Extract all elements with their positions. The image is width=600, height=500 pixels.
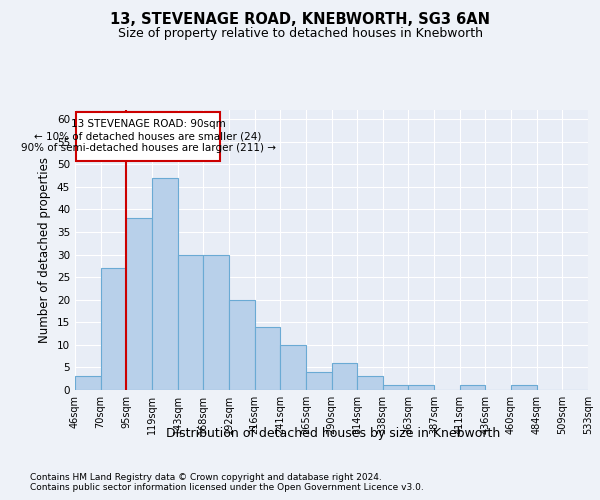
Bar <box>203 254 229 390</box>
Text: Contains public sector information licensed under the Open Government Licence v3: Contains public sector information licen… <box>30 484 424 492</box>
Bar <box>331 363 357 390</box>
Text: Size of property relative to detached houses in Knebworth: Size of property relative to detached ho… <box>118 28 482 40</box>
Bar <box>127 218 152 390</box>
Bar <box>229 300 254 390</box>
Bar <box>75 376 101 390</box>
Bar <box>511 386 537 390</box>
Bar <box>178 254 203 390</box>
Bar <box>383 386 409 390</box>
Bar <box>101 268 127 390</box>
Bar <box>152 178 178 390</box>
Text: 90% of semi-detached houses are larger (211) →: 90% of semi-detached houses are larger (… <box>20 144 275 154</box>
Y-axis label: Number of detached properties: Number of detached properties <box>38 157 52 343</box>
Text: Contains HM Land Registry data © Crown copyright and database right 2024.: Contains HM Land Registry data © Crown c… <box>30 472 382 482</box>
Text: 13, STEVENAGE ROAD, KNEBWORTH, SG3 6AN: 13, STEVENAGE ROAD, KNEBWORTH, SG3 6AN <box>110 12 490 28</box>
FancyBboxPatch shape <box>76 112 220 160</box>
Bar <box>254 327 280 390</box>
Text: ← 10% of detached houses are smaller (24): ← 10% of detached houses are smaller (24… <box>34 131 262 141</box>
Text: Distribution of detached houses by size in Knebworth: Distribution of detached houses by size … <box>166 428 500 440</box>
Bar <box>460 386 485 390</box>
Bar <box>357 376 383 390</box>
Text: 13 STEVENAGE ROAD: 90sqm: 13 STEVENAGE ROAD: 90sqm <box>71 119 226 129</box>
Bar <box>306 372 331 390</box>
Bar <box>409 386 434 390</box>
Bar <box>280 345 306 390</box>
